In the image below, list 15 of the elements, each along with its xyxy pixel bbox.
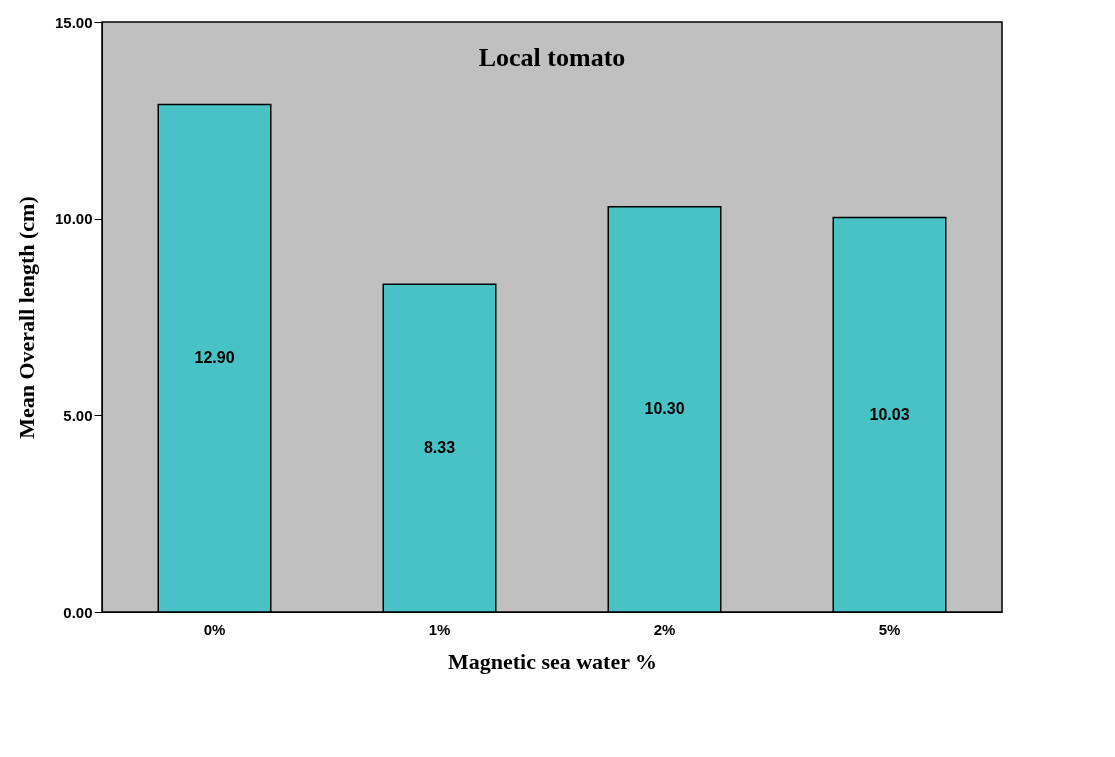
y-axis-title: Mean Overall length (cm) <box>13 196 39 439</box>
y-tick-label: 5.00 <box>63 406 93 424</box>
y-tick-label: 10.00 <box>54 210 93 228</box>
x-tick-label: 2% <box>653 620 676 638</box>
data-label: 12.90 <box>194 349 235 367</box>
y-tick-label: 0.00 <box>63 603 93 621</box>
x-tick-label: 0% <box>203 620 226 638</box>
text: Local tomato <box>478 43 626 72</box>
data-label: 10.03 <box>869 405 910 423</box>
x-axis-title: Magnetic sea water % <box>447 648 658 674</box>
x-tick-label: 1% <box>428 620 451 638</box>
x-tick-label: 5% <box>878 620 901 638</box>
y-tick-label: 15.00 <box>54 13 93 31</box>
data-label: 8.33 <box>423 439 456 457</box>
data-label: 10.30 <box>644 400 685 418</box>
